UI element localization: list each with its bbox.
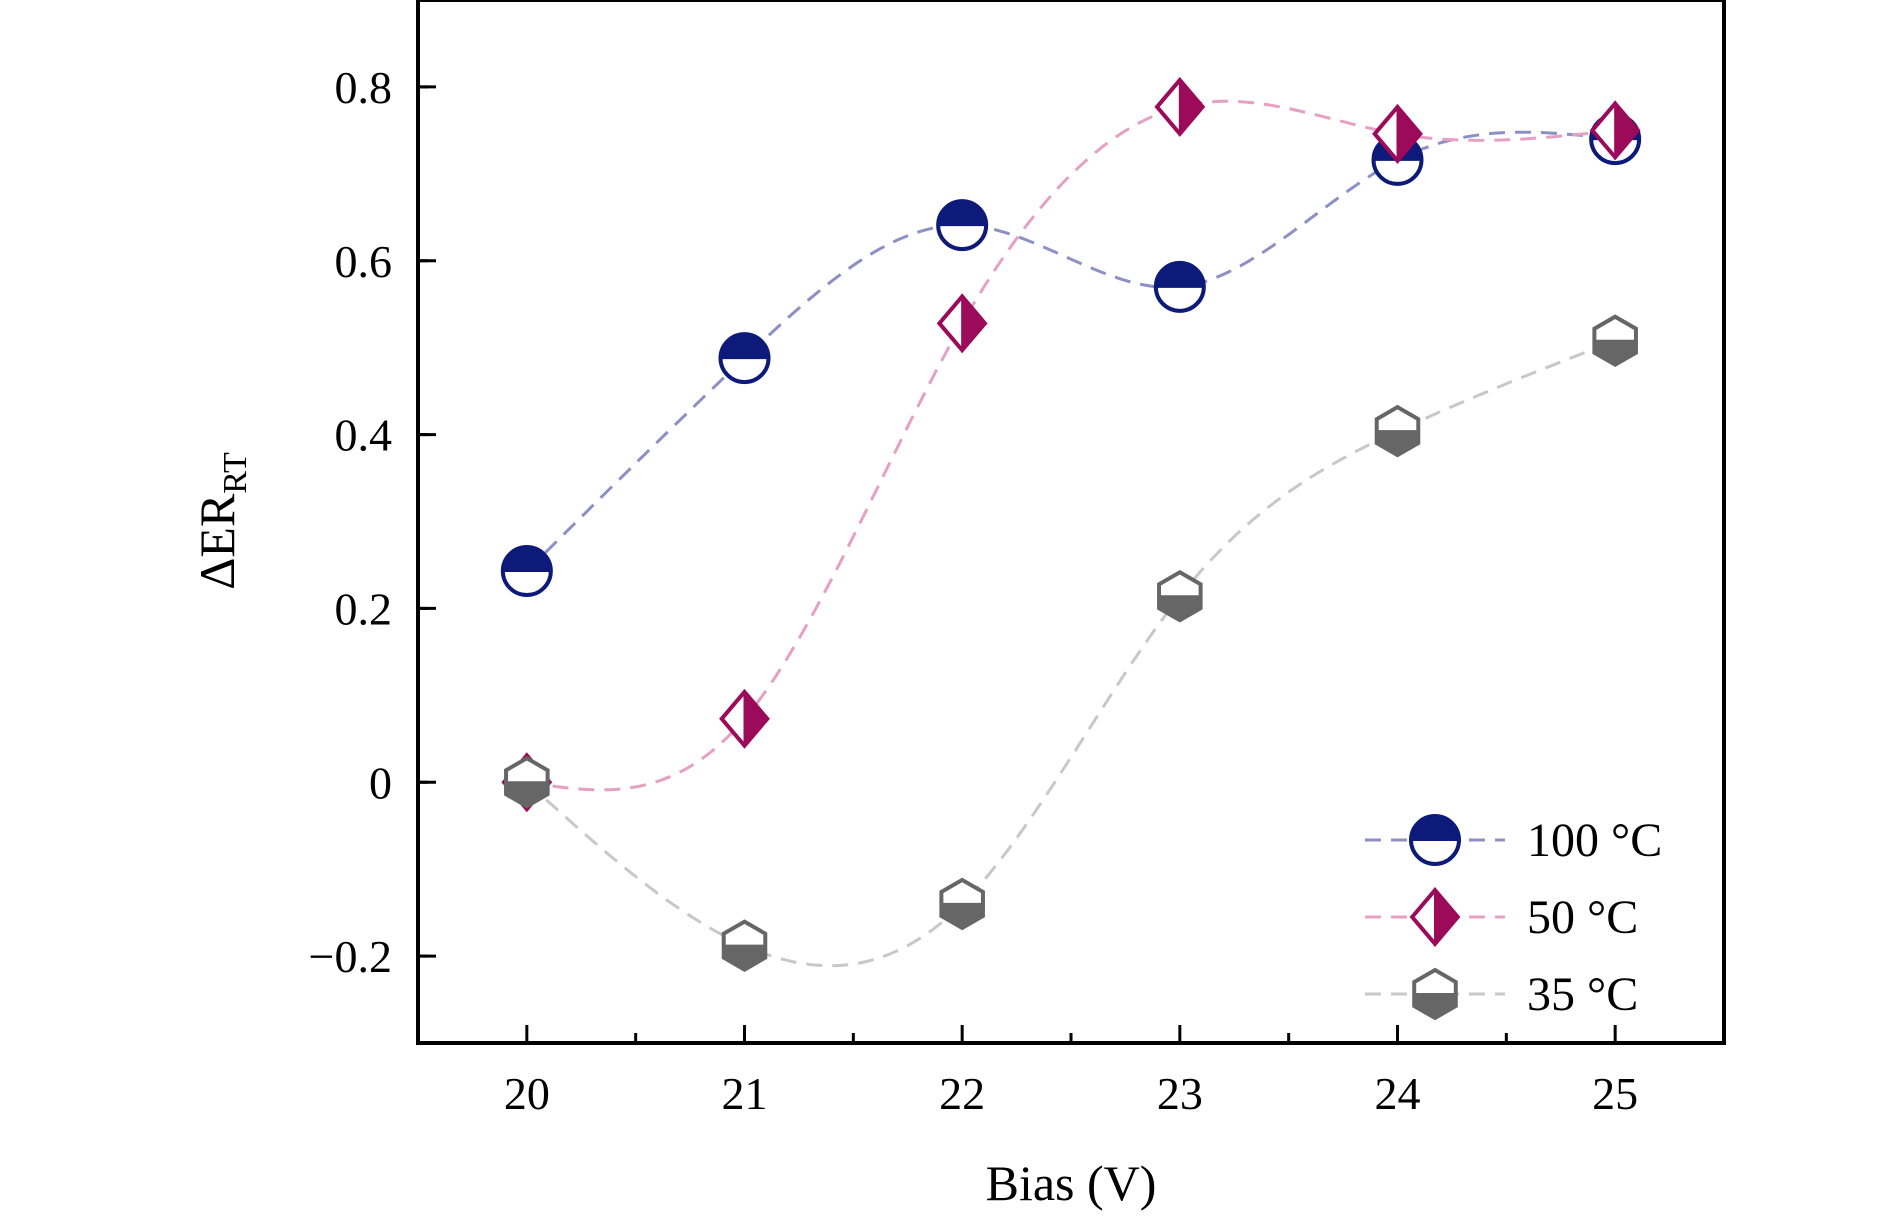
data-point-series-2 [939, 877, 985, 931]
x-tick-label: 24 [1375, 1068, 1421, 1119]
fit-curve-series-2 [525, 339, 1616, 968]
data-markers [500, 76, 1642, 972]
data-point-series-1 [1372, 103, 1423, 164]
legend: 100 °C 50 °C 35 °C [1365, 814, 1662, 1021]
legend-label: 100 °C [1527, 814, 1662, 867]
data-point-series-2 [504, 755, 550, 809]
x-tick-label: 21 [722, 1068, 768, 1119]
y-tick-label: −0.2 [309, 931, 392, 982]
fit-curve-series-0 [525, 130, 1616, 573]
plot-frame [416, 0, 1726, 1045]
y-tick-label: 0.4 [335, 410, 393, 461]
x-axis: 20 21 22 23 24 25 [504, 1025, 1638, 1119]
x-tick-label: 22 [939, 1068, 985, 1119]
y-tick-label: 0.8 [335, 62, 393, 113]
y-tick-label: 0.6 [335, 236, 393, 287]
legend-marker [1409, 814, 1461, 866]
data-point-series-0 [718, 332, 771, 385]
x-tick-label: 23 [1157, 1068, 1203, 1119]
data-point-series-0 [500, 545, 553, 598]
x-tick-label: 20 [504, 1068, 550, 1119]
fit-curve-series-1 [526, 99, 1616, 792]
data-point-series-0 [1153, 260, 1206, 313]
legend-label: 35 °C [1527, 968, 1638, 1021]
data-point-series-1 [1154, 76, 1206, 137]
data-point-series-2 [1592, 314, 1638, 368]
x-tick-label: 25 [1592, 1068, 1638, 1119]
x-axis-title: Bias (V) [986, 1155, 1157, 1211]
y-axis-title-subscript: RT [217, 452, 254, 494]
data-point-series-1 [1589, 100, 1641, 161]
legend-label: 50 °C [1527, 891, 1638, 944]
data-point-series-2 [1157, 569, 1203, 623]
data-point-series-0 [936, 199, 989, 252]
legend-marker [1409, 887, 1461, 947]
data-point-series-2 [1374, 404, 1421, 458]
data-point-series-1 [719, 688, 770, 749]
data-point-series-1 [936, 293, 988, 354]
data-point-series-2 [721, 919, 768, 972]
y-axis-title: ΔERRT [189, 452, 254, 590]
y-axis: −0.2 0 0.2 0.4 0.6 0.8 [309, 62, 436, 982]
y-axis-title-main: ΔER [189, 493, 245, 590]
fit-curves [525, 99, 1616, 968]
y-tick-label: 0.2 [335, 583, 393, 634]
y-tick-label: 0 [369, 757, 392, 808]
legend-marker [1412, 967, 1458, 1021]
